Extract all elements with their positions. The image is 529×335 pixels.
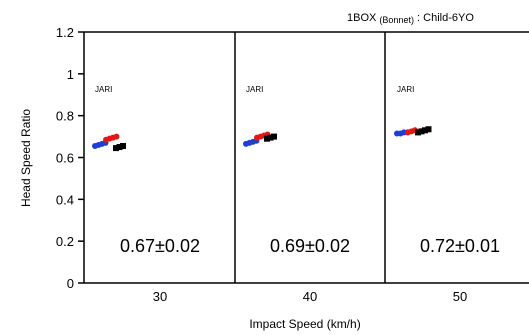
data-point bbox=[113, 133, 120, 140]
data-point bbox=[113, 145, 119, 152]
data-point bbox=[120, 142, 126, 149]
y-tick-label: 0.8 bbox=[56, 109, 74, 124]
chart-title-suffix: : Child-6YO bbox=[417, 12, 474, 24]
data-point bbox=[425, 126, 432, 133]
y-tick-label: 1 bbox=[67, 67, 74, 82]
panel-ratio-label: 0.67±0.02 bbox=[120, 236, 200, 256]
panel-ratio-label: 0.69±0.02 bbox=[270, 236, 350, 256]
y-axis-label: Head Speed Ratio bbox=[19, 109, 33, 207]
y-tick-label: 0 bbox=[67, 276, 74, 291]
x-tick-label: 30 bbox=[153, 289, 167, 304]
panels: JARI 0.67±0.02 30 JARI 0.69±0.02 40 JARI 0.72±0… bbox=[92, 85, 500, 304]
panel-source-label: JARI bbox=[246, 85, 263, 94]
panel-ratio-label: 0.72±0.01 bbox=[420, 236, 500, 256]
panel-source-label: JARI bbox=[95, 85, 112, 94]
data-point bbox=[267, 134, 274, 141]
data-point bbox=[422, 127, 428, 134]
x-tick-label: 50 bbox=[453, 289, 467, 304]
y-tick-label: 0.2 bbox=[56, 234, 74, 249]
panel: JARI 0.69±0.02 40 bbox=[243, 85, 350, 304]
data-point bbox=[418, 128, 425, 135]
x-tick-label: 40 bbox=[303, 289, 317, 304]
panel: JARI 0.72±0.01 50 bbox=[394, 85, 500, 304]
y-tick-label: 0.4 bbox=[56, 192, 74, 207]
data-point bbox=[271, 133, 277, 140]
data-point bbox=[415, 129, 421, 136]
chart-title-prefix: 1BOX bbox=[347, 12, 377, 24]
panel-source-label: JARI bbox=[397, 85, 414, 94]
x-axis-label: Impact Speed (km/h) bbox=[249, 317, 360, 331]
y-tick-label: 1.2 bbox=[56, 25, 74, 40]
chart-title-sub: (Bonnet) bbox=[379, 15, 414, 25]
panel: JARI 0.67±0.02 30 bbox=[92, 85, 200, 304]
chart-title: 1BOX (Bonnet) : Child-6YO bbox=[347, 12, 474, 26]
y-axis-ticks: 0 0.2 0.4 0.6 0.8 1 1.2 bbox=[56, 25, 84, 291]
data-point bbox=[264, 135, 270, 142]
data-point bbox=[116, 144, 123, 151]
y-tick-label: 0.6 bbox=[56, 151, 74, 166]
